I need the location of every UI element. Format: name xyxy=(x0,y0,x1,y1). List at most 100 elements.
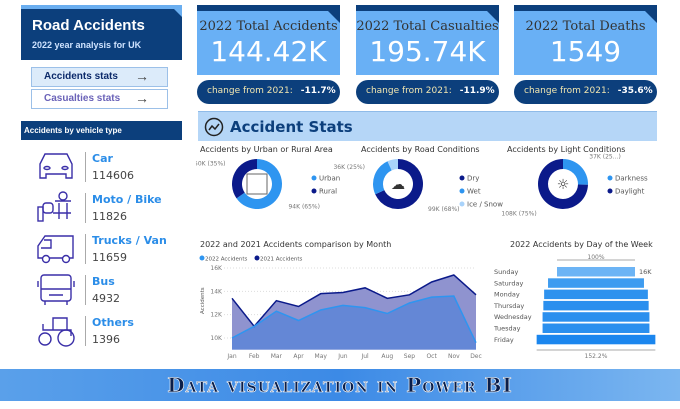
funnel-category-label: Wednesday xyxy=(494,313,532,321)
funnel-category-label: Friday xyxy=(494,336,514,344)
x-tick-label: May xyxy=(315,353,328,360)
vehicle-value: 4932 xyxy=(92,292,120,305)
sun-icon: ☼ xyxy=(557,177,570,193)
donut-slice-urban xyxy=(236,159,282,209)
legend-label: Wet xyxy=(467,188,481,196)
kpi-title: 2022 Total Casualties xyxy=(356,19,499,34)
line-2021 xyxy=(231,274,477,328)
vehicle-label: Moto / Bike xyxy=(92,193,162,206)
donut-slice-ice-snow xyxy=(387,159,398,171)
accidents-stats-button[interactable]: Accidents stats → xyxy=(31,67,168,87)
funnel-bar-thursday xyxy=(543,300,649,311)
van-icon xyxy=(37,235,74,264)
tractor-icon xyxy=(38,317,75,347)
funnel-category-label: Monday xyxy=(494,291,520,299)
report-title: Road Accidents xyxy=(32,17,145,34)
arrow-right-icon: → xyxy=(135,68,149,84)
bus-icon xyxy=(37,274,75,305)
charts-area: Accidents by Urban or Rural Area 94K (65%… xyxy=(196,145,656,360)
report-title-box: Road Accidents 2022 year analysis for UK xyxy=(21,5,182,60)
legend-label: Rural xyxy=(319,188,337,196)
y-tick-label: 10K xyxy=(210,335,223,342)
footer-banner: Data visualization in Power BI xyxy=(0,369,680,401)
legend-marker xyxy=(311,188,317,194)
vehicle-row-others: Others 1396 xyxy=(35,314,185,354)
x-tick-label: Apr xyxy=(293,353,304,360)
legend-label: Urban xyxy=(319,175,340,183)
donut-data-label: 94K (65%) xyxy=(288,203,320,210)
funnel-value-label: 16K xyxy=(639,268,652,276)
change-value: -35.6% xyxy=(617,86,653,96)
y-axis-label: Accidents xyxy=(200,287,206,314)
y-tick-label: 12K xyxy=(210,312,223,319)
report-subtitle: 2022 year analysis for UK xyxy=(32,40,142,50)
change-pill: change from 2021: -11.7% xyxy=(197,80,340,104)
funnel-bar-monday xyxy=(544,289,648,300)
vehicle-row-bus: Bus 4932 xyxy=(35,273,185,313)
legend-label: Dry xyxy=(467,175,479,183)
funnel-category-label: Saturday xyxy=(494,279,523,287)
kpi-value: 144.42K xyxy=(210,35,327,68)
legend-label: 2022 Accidents xyxy=(205,257,248,263)
x-tick-label: Jul xyxy=(360,353,369,360)
area-chart-title: 2022 and 2021 Accidents comparison by Mo… xyxy=(200,240,391,249)
accidents-stats-label: Accidents stats xyxy=(44,71,118,82)
funnel-title: 2022 Accidents by Day of the Week xyxy=(510,240,653,249)
area-2022 xyxy=(232,296,476,350)
legend-marker xyxy=(311,175,317,181)
vehicle-row-motorbike: Moto / Bike 11826 xyxy=(35,191,185,231)
change-label: change from 2021: xyxy=(524,86,610,96)
donut-slice-rural xyxy=(232,159,257,199)
arrow-right-icon: → xyxy=(135,90,149,106)
x-tick-label: Jun xyxy=(337,353,348,360)
change-value: -11.7% xyxy=(300,86,336,96)
casualties-stats-button[interactable]: Casualties stats → xyxy=(31,89,168,109)
vehicle-row-van: Trucks / Van 11659 xyxy=(35,232,185,272)
casualties-stats-label: Casualties stats xyxy=(44,93,121,104)
x-tick-label: Feb xyxy=(249,353,260,360)
legend-label: Daylight xyxy=(615,188,645,196)
funnel-category-label: Sunday xyxy=(494,268,518,276)
vehicle-label: Car xyxy=(92,152,113,165)
change-label: change from 2021: xyxy=(207,86,293,96)
y-tick-label: 14K xyxy=(210,288,223,295)
funnel-bar-wednesday xyxy=(542,312,650,322)
vehicle-value: 11826 xyxy=(92,210,127,223)
trend-chart-icon xyxy=(204,117,224,137)
x-tick-label: Dec xyxy=(470,353,482,360)
legend-label: Ice / Snow xyxy=(467,201,503,209)
x-tick-label: Nov xyxy=(448,353,460,360)
accident-stats-title: Accident Stats xyxy=(230,118,353,136)
change-label: change from 2021: xyxy=(366,86,452,96)
legend-marker xyxy=(607,188,613,194)
donut-data-label: 108K (75%) xyxy=(501,211,536,218)
legend-marker xyxy=(459,188,465,194)
vehicle-label: Trucks / Van xyxy=(92,234,167,247)
change-pill: change from 2021: -11.9% xyxy=(356,80,499,104)
legend-label: Darkness xyxy=(615,175,648,183)
funnel-category-label: Thursday xyxy=(493,302,524,310)
vehicle-row-car: Car 114606 xyxy=(35,150,185,190)
change-value: -11.9% xyxy=(459,86,495,96)
motorbike-icon xyxy=(37,191,71,222)
funnel-bar-saturday xyxy=(548,278,644,288)
legend-label: 2021 Accidents xyxy=(260,257,303,263)
donut-slice-daylight xyxy=(538,159,588,209)
kpi-title: 2022 Total Deaths xyxy=(525,19,646,34)
funnel-bar-sunday xyxy=(557,267,635,277)
accident-stats-header: Accident Stats xyxy=(198,111,657,141)
x-tick-label: Jan xyxy=(226,353,236,360)
cloud-snow-icon: ☁ xyxy=(391,177,405,193)
change-pill: change from 2021: -35.6% xyxy=(514,80,657,104)
donut-data-label: 50K (35%) xyxy=(196,161,226,168)
funnel-bottom-label: 152.2% xyxy=(585,353,608,360)
line-2022 xyxy=(231,295,477,343)
legend-marker xyxy=(459,201,465,207)
x-tick-label: Sep xyxy=(404,353,416,360)
donut-slice-dry xyxy=(375,159,423,209)
kpi-title: 2022 Total Accidents xyxy=(199,19,338,34)
vehicle-label: Bus xyxy=(92,275,115,288)
funnel-bar-tuesday xyxy=(542,323,650,333)
funnel-bar-friday xyxy=(536,334,656,345)
vehicle-label: Others xyxy=(92,316,134,329)
